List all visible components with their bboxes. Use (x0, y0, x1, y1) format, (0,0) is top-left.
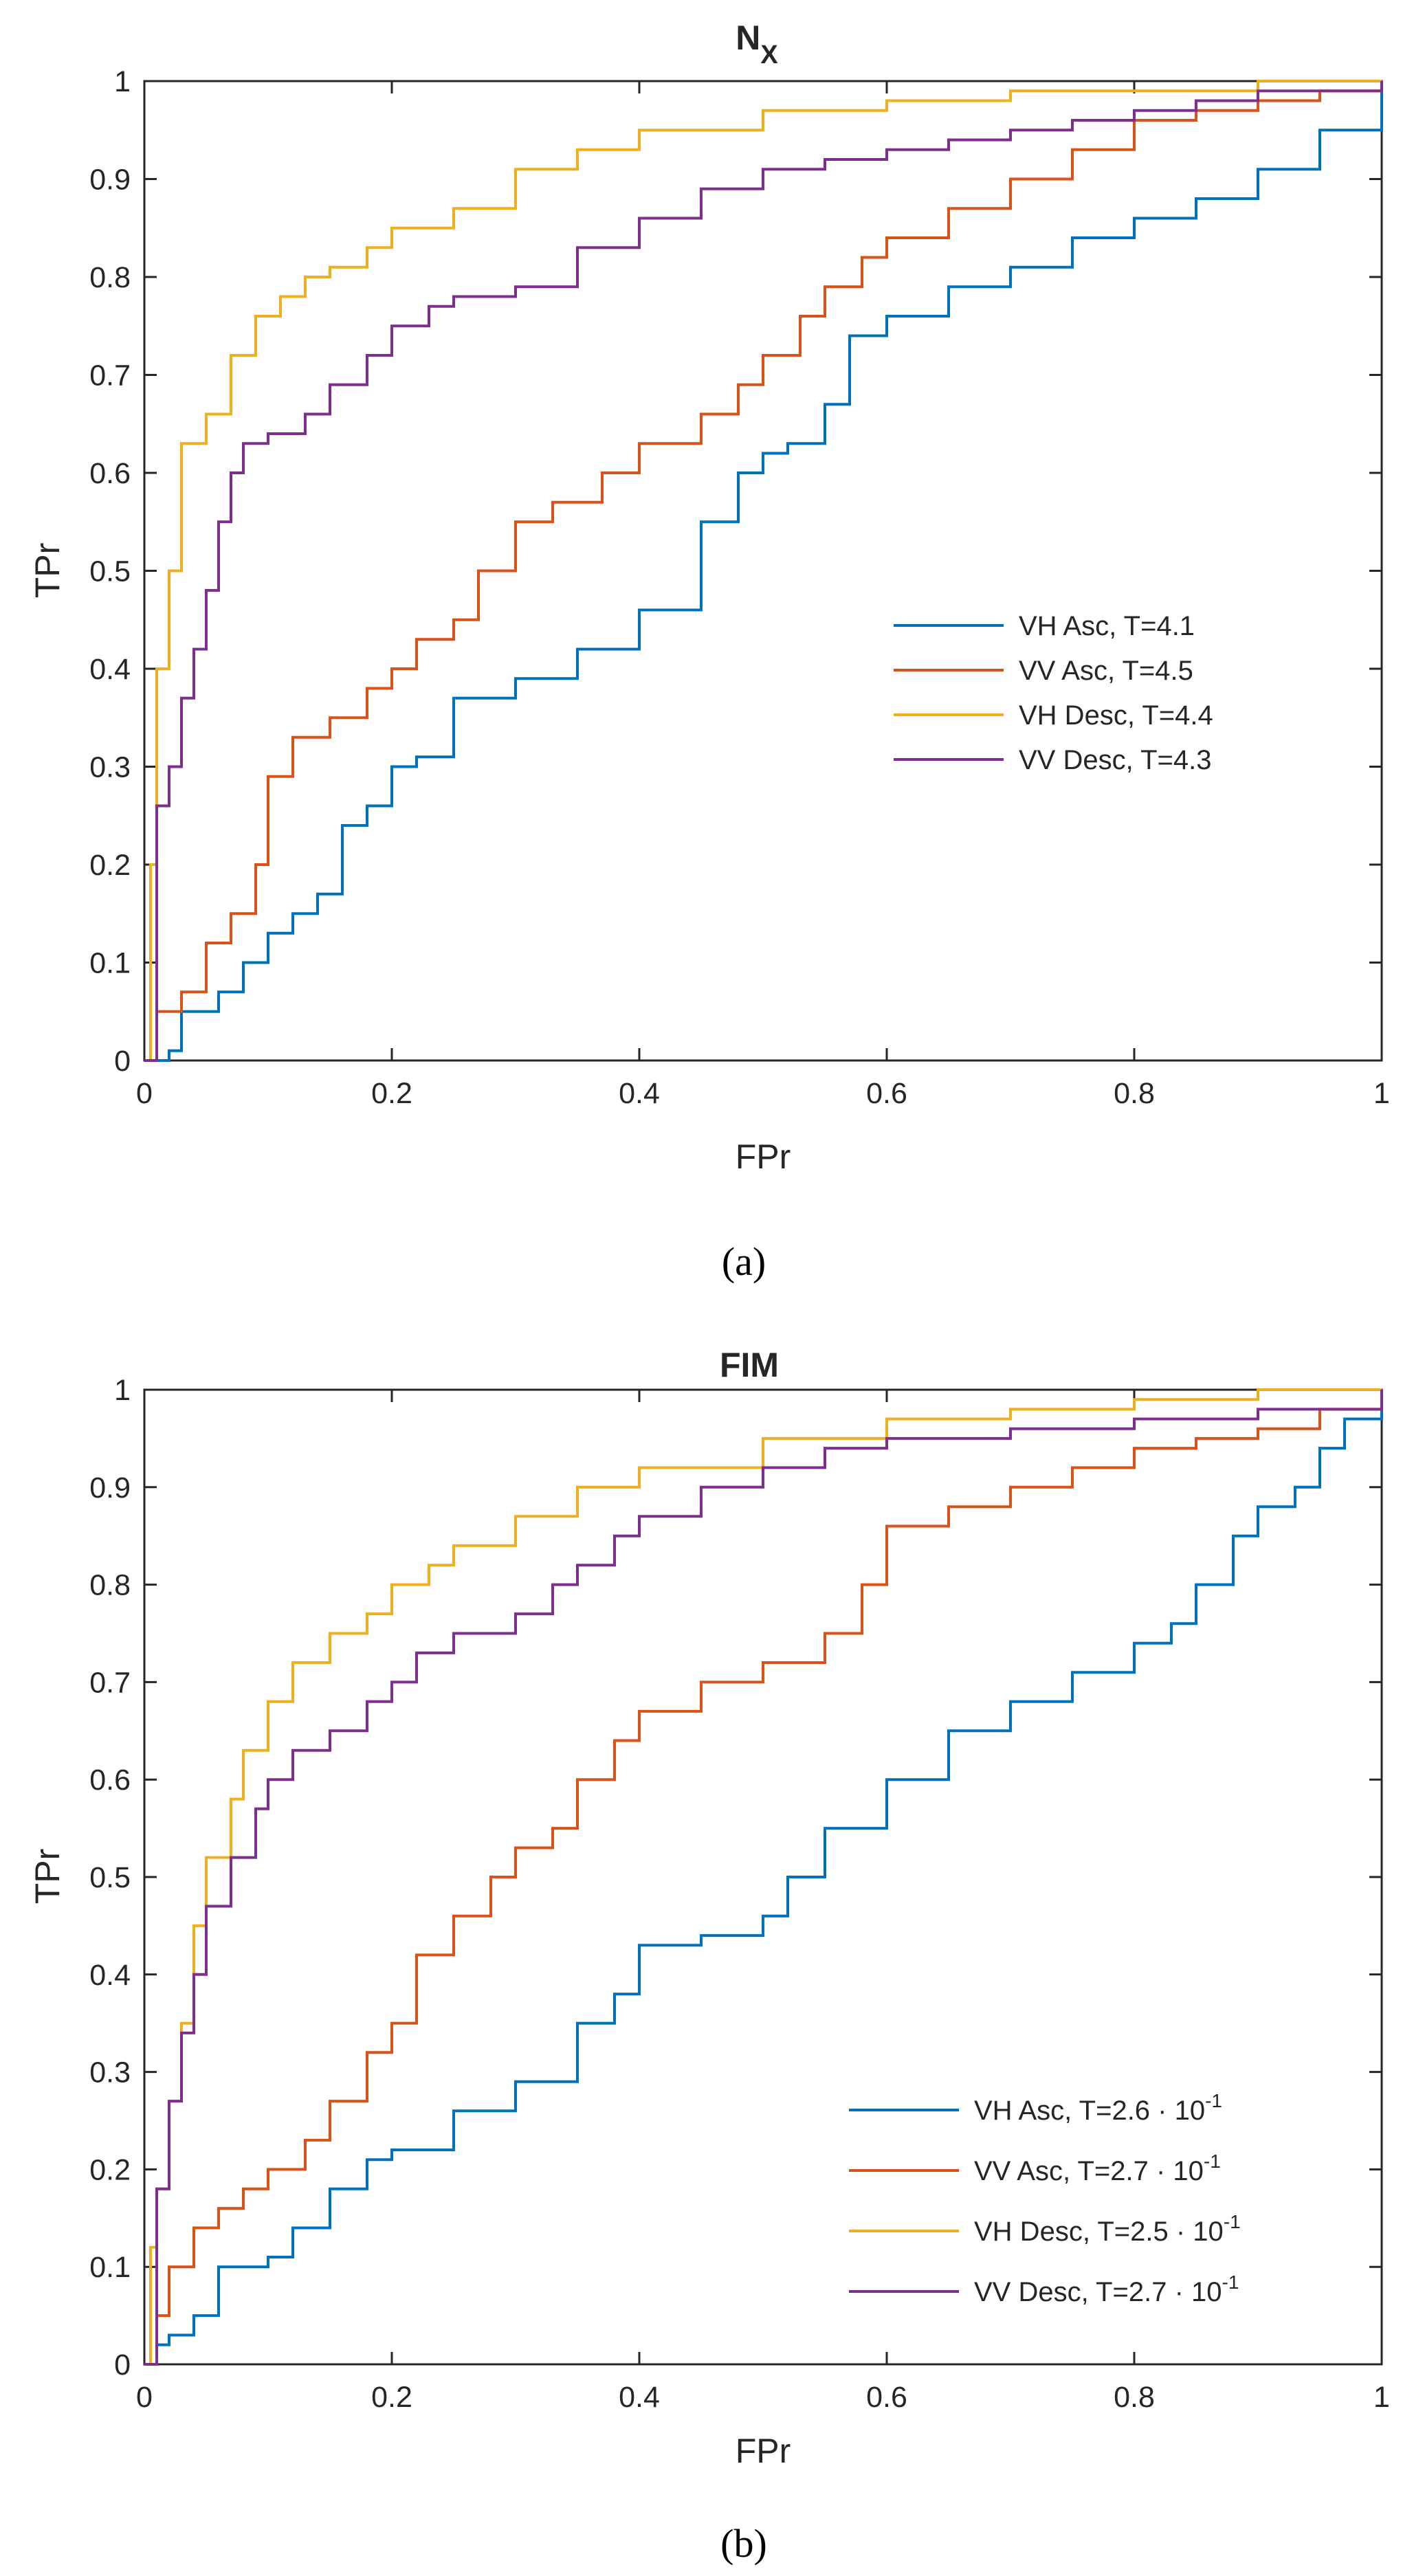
y-tick-label: 0.8 (89, 1569, 131, 1602)
y-tick-label: 0.1 (89, 2251, 131, 2284)
y-tick-label: 0.6 (89, 1764, 131, 1797)
x-tick-label: 0.8 (1114, 1077, 1155, 1110)
legend-label: VV Asc, T=2.7 · 10-1 (974, 2151, 1221, 2186)
series-line-1 (144, 1390, 1383, 2366)
y-tick-label: 0.2 (89, 849, 131, 882)
legend-label: VH Desc, T=2.5 · 10-1 (974, 2211, 1241, 2247)
x-tick-label: 0 (136, 1077, 153, 1110)
x-tick-label: 0.6 (866, 1077, 907, 1110)
legend-label: VV Asc, T=4.5 (1019, 656, 1193, 686)
chart-panel-b: FIM 0 0.2 0.4 0.6 0.8 1 0 0.1 0.2 0.3 0.4 0.5 0.6 0.7… (28, 1346, 1390, 2566)
series-line-2 (144, 81, 1383, 1062)
y-tick-label: 0.2 (89, 2153, 131, 2186)
legend-label: VV Desc, T=4.3 (1019, 745, 1212, 775)
y-tick-label: 1 (114, 65, 131, 98)
y-tick-label: 0 (114, 2349, 131, 2381)
x-tick-label: 0.2 (371, 1077, 412, 1110)
axis-ticks: 0 0.2 0.4 0.6 0.8 1 0 0.1 0.2 0.3 0.4 0.5 0.6 0.7 0.8 0… (89, 1374, 1390, 2414)
y-tick-label: 0.3 (89, 2056, 131, 2089)
series-line-4 (144, 1390, 1383, 2366)
x-tick-label: 0.4 (619, 1077, 660, 1110)
x-tick-label: 0 (136, 2381, 153, 2414)
subfigure-caption-a: (a) (722, 1239, 766, 1284)
y-tick-label: 0.1 (89, 947, 131, 980)
legend-label: VH Asc, T=2.6 · 10-1 (974, 2090, 1222, 2126)
y-axis-label: TPr (28, 1849, 67, 1905)
legend-label: VH Desc, T=4.4 (1019, 700, 1213, 731)
y-tick-label: 0.4 (89, 653, 131, 686)
x-axis-label: FPr (736, 1137, 791, 1176)
legend: VH Asc, T=2.6 · 10-1 VV Asc, T=2.7 · 10-1… (835, 2076, 1303, 2330)
y-tick-label: 0.3 (89, 751, 131, 784)
y-tick-label: 0.7 (89, 359, 131, 392)
x-tick-label: 1 (1373, 2381, 1390, 2414)
x-tick-label: 1 (1373, 1077, 1390, 1110)
legend: VH Asc, T=4.1 VV Asc, T=4.5 VH Desc, T=4.4… (881, 595, 1280, 794)
x-tick-label: 0.8 (1114, 2381, 1155, 2414)
series-lines (144, 1388, 1383, 2366)
y-tick-label: 0.5 (89, 1861, 131, 1894)
y-tick-label: 0.6 (89, 457, 131, 490)
y-tick-label: 0.9 (89, 1472, 131, 1504)
y-tick-label: 0.8 (89, 261, 131, 294)
series-line-3 (144, 80, 1382, 1062)
series-line-2 (144, 1390, 1383, 2366)
y-tick-label: 0.7 (89, 1666, 131, 1699)
chart-panel-a: NX 0 0.2 0.4 0.6 0.8 100.10.20.30.40.50.60.70… (28, 19, 1390, 1284)
y-tick-label: 0.5 (89, 555, 131, 588)
y-tick-label: 0 (114, 1045, 131, 1078)
y-tick-label: 0.4 (89, 1959, 131, 1992)
subfigure-caption-b: (b) (720, 2521, 767, 2566)
x-tick-label: 0.6 (866, 2381, 907, 2414)
series-lines (144, 80, 1383, 1062)
y-axis-label: TPr (28, 543, 67, 599)
series-line-4 (144, 81, 1383, 1062)
axis-ticks: 0 0.2 0.4 0.6 0.8 1 0 0.1 0.2 0.3 0.4 0.5 0.6 0.7 0.8 0… (89, 65, 1390, 1110)
chart-title: FIM (720, 1346, 779, 1384)
legend-box (835, 2076, 1303, 2330)
y-tick-label: 0.9 (89, 164, 131, 197)
chart-title: NX (736, 19, 778, 69)
legend-label: VV Desc, T=2.7 · 10-1 (974, 2272, 1239, 2307)
y-tick-label: 1 (114, 1374, 131, 1407)
series-line-1 (144, 81, 1383, 1062)
x-tick-label: 0.2 (371, 2381, 412, 2414)
x-tick-label: 0.4 (619, 2381, 660, 2414)
x-axis-label: FPr (736, 2432, 791, 2470)
legend-label: VH Asc, T=4.1 (1019, 611, 1195, 641)
